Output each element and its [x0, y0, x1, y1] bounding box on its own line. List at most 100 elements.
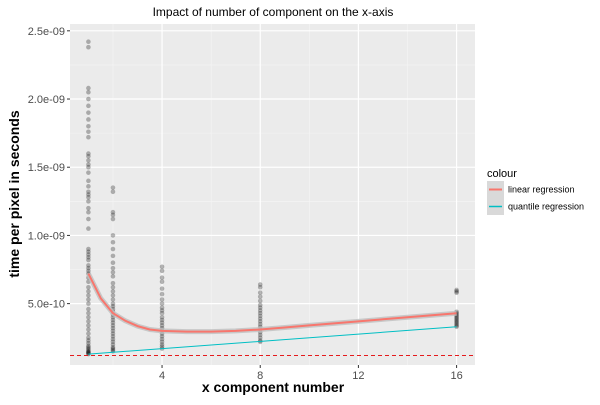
data-point	[257, 335, 263, 341]
data-point	[110, 339, 116, 345]
data-point	[159, 264, 165, 270]
x-tick-label: 12	[352, 370, 364, 382]
data-point	[110, 323, 116, 328]
data-point	[159, 323, 165, 328]
data-point	[86, 129, 91, 135]
data-point	[110, 301, 116, 306]
data-point	[86, 289, 91, 294]
data-point	[86, 154, 91, 159]
data-point	[86, 246, 91, 252]
y-tick-label: 1.0e-09	[28, 230, 65, 242]
data-point	[86, 134, 91, 140]
data-point	[86, 117, 91, 122]
data-point	[110, 304, 116, 309]
data-point	[257, 305, 263, 311]
data-point	[110, 320, 116, 326]
data-point	[86, 349, 91, 354]
y-tick-label: 2.0e-09	[28, 94, 65, 106]
data-point	[86, 327, 91, 332]
data-point	[86, 293, 91, 298]
data-point	[159, 314, 165, 320]
data-point	[86, 323, 91, 328]
data-point	[454, 314, 459, 320]
data-point	[159, 286, 165, 291]
data-point	[257, 290, 263, 296]
y-tick-label: 2.5e-09	[28, 26, 65, 38]
x-tick-label: 16	[450, 370, 462, 382]
data-point	[110, 349, 116, 354]
data-point	[86, 199, 91, 204]
data-point	[110, 347, 116, 353]
data-point	[86, 192, 91, 197]
data-point	[86, 158, 91, 163]
data-point	[86, 314, 91, 320]
data-point	[86, 319, 91, 324]
data-point	[110, 346, 116, 351]
data-point	[159, 275, 165, 281]
data-point	[110, 209, 116, 215]
data-point	[86, 85, 91, 91]
data-point	[159, 320, 165, 326]
data-point	[257, 310, 263, 316]
data-point	[86, 96, 91, 102]
data-point	[86, 349, 91, 355]
data-point	[86, 263, 91, 268]
x-axis-title: x component number	[202, 379, 345, 395]
linear-regression-line	[87, 273, 457, 333]
data-point	[86, 265, 91, 271]
data-point	[110, 233, 116, 238]
y-tick-label: 1.5e-09	[28, 162, 65, 174]
data-point	[86, 257, 91, 263]
data-point	[110, 189, 116, 195]
data-point	[86, 252, 91, 257]
plot-panel	[70, 24, 475, 365]
data-point	[86, 284, 91, 290]
data-point	[110, 293, 116, 298]
data-point	[110, 260, 116, 266]
data-point	[257, 321, 263, 327]
data-point	[110, 331, 116, 336]
data-point	[86, 310, 91, 316]
data-point	[159, 305, 165, 311]
data-point	[159, 336, 165, 342]
data-point	[110, 265, 116, 271]
data-point	[110, 185, 116, 190]
x-tick-label: 8	[257, 370, 263, 382]
data-point	[86, 344, 91, 350]
data-point	[86, 164, 91, 170]
data-point	[86, 226, 91, 231]
data-point	[110, 317, 116, 323]
data-point	[86, 268, 91, 274]
data-point	[86, 297, 91, 302]
legend-title: colour	[487, 168, 517, 180]
data-point	[110, 274, 116, 279]
data-point	[454, 290, 459, 296]
data-point	[110, 212, 116, 218]
data-point	[86, 124, 91, 129]
data-point	[454, 321, 459, 327]
data-point	[110, 297, 116, 302]
data-point	[86, 301, 91, 306]
data-point	[86, 184, 91, 189]
data-point	[454, 287, 459, 293]
data-point	[159, 301, 165, 306]
data-point	[257, 316, 263, 321]
data-point	[257, 302, 263, 308]
data-point	[159, 317, 165, 323]
data-point	[159, 339, 165, 345]
data-point	[110, 344, 116, 350]
data-point	[86, 110, 91, 115]
data-point	[86, 205, 91, 211]
x-tick-label: 4	[159, 370, 165, 382]
data-point	[110, 325, 116, 331]
data-point	[86, 249, 91, 255]
data-point	[159, 291, 165, 297]
data-point	[454, 316, 459, 321]
data-point	[86, 39, 91, 45]
data-point	[257, 298, 263, 304]
data-point	[159, 344, 165, 349]
data-point	[454, 320, 459, 326]
data-point	[159, 342, 165, 347]
y-tick-label: 5.0e-10	[28, 299, 65, 311]
